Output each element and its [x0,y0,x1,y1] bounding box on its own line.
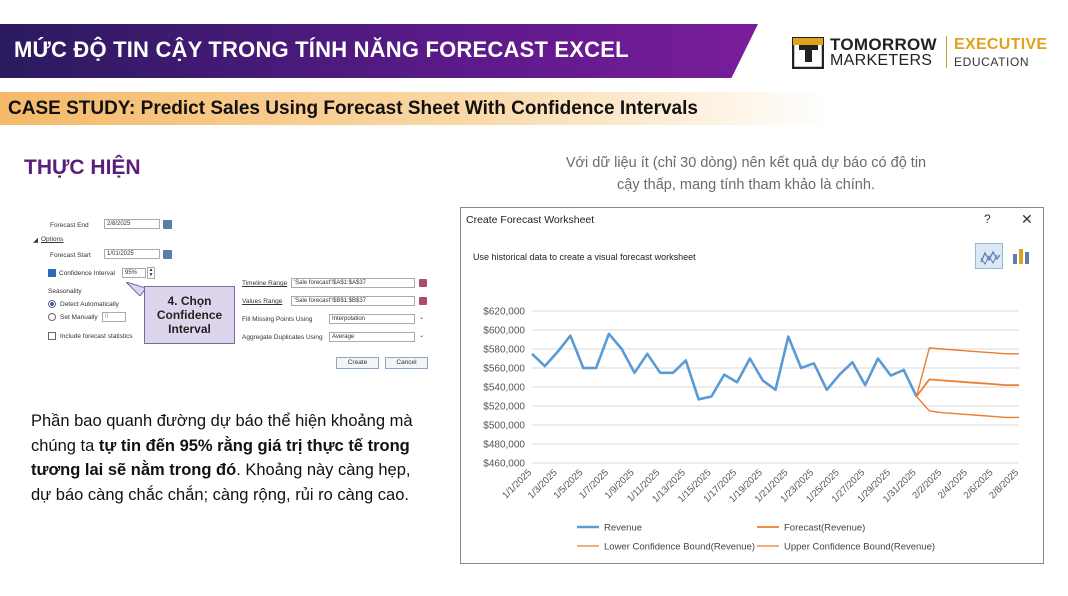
logo-text-tomorrow: TOMORROW [830,35,937,54]
callout-arrow [126,282,146,296]
set-manually-radio[interactable] [48,313,56,321]
y-tick-label: $580,000 [483,345,525,356]
logo-text-executive: EXECUTIVE [954,36,1048,53]
paragraph-text: Phần bao quanh đường dự báo thể hiện kho… [31,412,413,455]
y-tick-label: $560,000 [483,364,525,375]
series-line-3 [915,347,1019,397]
detect-automatically-radio[interactable] [48,300,56,308]
detect-automatically-label: Detect Automatically [60,301,119,308]
forecast-options-screenshot: Forecast End 2/8/2025 ◢ Options Forecast… [30,212,440,382]
column-chart-icon[interactable] [1009,243,1033,269]
close-icon[interactable]: ✕ [1021,211,1033,227]
forecast-start-label: Forecast Start [50,252,91,259]
callout-line-1: 4. Chọn [167,294,212,308]
note-text: Với dữ liệu ít (chỉ 30 dòng) nên kết quả… [565,155,927,193]
set-manually-label: Set Manually [60,314,98,321]
legend-label: Upper Confidence Bound(Revenue) [784,542,935,553]
aggregate-label: Aggregate Duplicates Using [242,334,323,341]
confidence-interval-checkbox[interactable] [48,269,56,277]
legend-label: Lower Confidence Bound(Revenue) [604,542,755,553]
callout-line-2: Confidence [156,308,223,322]
fill-missing-select[interactable]: Interpolation [329,314,415,324]
values-range-input[interactable]: 'Sale forecast'!$B$1:$B$37 [291,296,415,306]
seasonality-label: Seasonality [48,288,82,295]
timeline-range-input[interactable]: 'Sale forecast'!$A$1:$A$37 [291,278,415,288]
forecast-end-label: Forecast End [50,222,89,229]
forecast-start-input[interactable]: 1/01/2025 [104,249,160,259]
line-chart-icon[interactable] [975,243,1003,269]
forecast-end-input[interactable]: 2/8/2025 [104,219,160,229]
timeline-range-label: Timeline Range [242,280,288,287]
calendar-icon[interactable] [163,220,172,229]
set-manually-input[interactable]: 0 [102,312,126,322]
create-button[interactable]: Create [336,357,379,369]
y-tick-label: $480,000 [483,440,525,451]
case-study-title: CASE STUDY: Predict Sales Using Forecast… [8,98,698,119]
include-stats-label: Include forecast statistics [60,333,133,340]
y-tick-label: $460,000 [483,459,525,470]
brand-logo: TOMORROW MARKETERS EXECUTIVE EDUCATION [792,34,1052,72]
logo-text-education: EDUCATION [954,55,1030,69]
confidence-spinner[interactable]: ▲ ▼ [147,267,155,279]
series-line-1 [915,378,1019,398]
forecast-chart: $460,000 $480,000 $500,000 $520,000 $540,000… [483,307,1021,553]
options-label[interactable]: Options [41,236,64,243]
y-tick-label: $520,000 [483,402,525,413]
callout-line-3: Interval [168,322,211,336]
tm-logo-icon [792,37,824,69]
paragraph-bold-text: tự tin đến 95% rằng giá trị thực tế tron… [31,436,410,480]
chevron-down-icon[interactable]: ⌄ [419,315,425,321]
page-title: MỨC ĐỘ TIN CẬY TRONG TÍNH NĂNG FORECAST … [14,37,629,62]
help-icon[interactable]: ? [984,212,991,226]
logo-divider [946,36,947,68]
range-picker-icon[interactable] [419,297,427,305]
series-line-2 [915,396,1019,419]
create-forecast-dialog: Create Forecast Worksheet ? ✕ Use histor… [460,207,1044,564]
dialog-title: Create Forecast Worksheet [466,214,595,226]
calendar-icon[interactable] [163,250,172,259]
paragraph-text-end: . Khoảng này càng hẹp, dự báo càng chắc … [31,461,411,504]
series-line-0 [531,332,918,401]
cancel-button[interactable]: Cancel [385,357,428,369]
y-tick-label: $500,000 [483,421,525,432]
range-picker-icon[interactable] [419,279,427,287]
legend-label: Revenue [604,523,642,534]
include-stats-checkbox[interactable] [48,332,56,340]
aggregate-select[interactable]: Average [329,332,415,342]
legend-label: Forecast(Revenue) [784,523,865,534]
y-tick-label: $600,000 [483,326,525,337]
callout-choose-confidence: 4. Chọn Confidence Interval [144,286,235,344]
explanation-paragraph: Phần bao quanh đường dự báo thể hiện kho… [31,409,431,507]
y-tick-label: $540,000 [483,383,525,394]
dialog-subtitle: Use historical data to create a visual f… [473,252,696,262]
case-study-banner [0,92,830,125]
values-range-label: Values Range [242,298,283,305]
logo-text-marketers: MARKETERS [830,52,933,69]
title-banner [0,24,758,78]
confidence-interval-label: Confidence Interval [59,270,116,277]
section-title: THỰC HIỆN [24,156,141,179]
fill-missing-label: Fill Missing Points Using [242,316,313,323]
confidence-interval-input[interactable]: 95% [122,268,146,278]
chevron-down-icon[interactable]: ⌄ [419,333,425,339]
y-tick-label: $620,000 [483,307,525,318]
collapse-triangle-icon[interactable]: ◢ [33,237,38,244]
